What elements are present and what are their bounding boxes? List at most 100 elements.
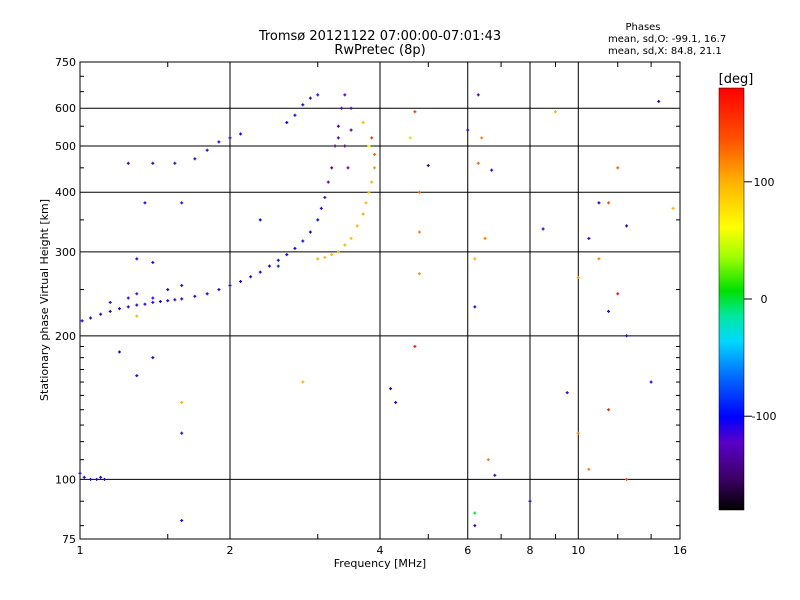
data-point — [528, 499, 532, 503]
data-point — [417, 272, 421, 276]
y-tick-label: 75 — [62, 533, 76, 546]
y-axis-label: Stationary phase Virtual Height [km] — [38, 199, 51, 401]
data-point — [607, 408, 611, 412]
data-point — [193, 294, 197, 298]
data-point — [103, 477, 107, 481]
data-point — [417, 230, 421, 234]
phases-o-stats: mean, sd,O: -99.1, 16.7 — [608, 34, 726, 45]
chart-title: Tromsø 20121122 07:00:00-07:01:43 — [258, 29, 501, 44]
data-point — [361, 212, 365, 216]
data-point — [408, 136, 412, 140]
data-point — [349, 128, 353, 132]
data-point — [316, 257, 320, 261]
data-point — [99, 312, 103, 316]
data-point — [587, 236, 591, 240]
data-point — [301, 380, 305, 384]
grid-lines — [80, 62, 680, 539]
data-point — [166, 299, 170, 303]
data-point — [228, 283, 232, 287]
data-point — [151, 161, 155, 165]
data-point — [466, 128, 470, 132]
data-point — [267, 264, 271, 268]
data-point — [258, 218, 262, 222]
data-point — [336, 136, 340, 140]
data-point — [319, 206, 323, 210]
data-point — [239, 132, 243, 136]
data-point — [576, 431, 580, 435]
data-point — [293, 246, 297, 250]
data-point — [108, 309, 112, 313]
colorbar-gradient — [718, 87, 745, 511]
data-point — [126, 296, 130, 300]
data-point — [476, 93, 480, 97]
y-tick-label: 750 — [55, 56, 76, 69]
phases-x-stats: mean, sd,X: 84.8, 21.1 — [608, 46, 722, 57]
data-point — [486, 458, 490, 462]
data-point — [108, 300, 112, 304]
data-point — [370, 180, 374, 184]
data-point — [95, 477, 99, 481]
data-point — [89, 316, 93, 320]
data-point — [293, 113, 297, 117]
x-tick-label: 16 — [673, 544, 687, 557]
x-tick-label: 4 — [377, 544, 384, 557]
data-point — [166, 288, 170, 292]
colorbar-label: [deg] — [719, 72, 754, 87]
data-point — [143, 302, 147, 306]
data-point — [553, 110, 557, 114]
data-point — [173, 298, 177, 302]
data-point — [343, 144, 347, 148]
data-point — [330, 253, 334, 257]
data-point — [417, 190, 421, 194]
data-point — [217, 140, 221, 144]
data-point — [301, 239, 305, 243]
data-point — [413, 344, 417, 348]
colorbar: [deg] 100 0 -100 — [718, 72, 776, 511]
data-point — [355, 224, 359, 228]
data-point — [657, 99, 661, 103]
data-points — [78, 93, 675, 528]
x-tick-labels: 1 2 4 6 8 10 16 — [77, 544, 688, 557]
data-point — [135, 314, 139, 318]
data-point — [336, 250, 340, 254]
y-tick-label: 200 — [55, 330, 76, 343]
data-point — [316, 93, 320, 97]
colorbar-tick-label: -100 — [752, 410, 777, 423]
data-point — [346, 166, 350, 170]
x-tick-label: 10 — [571, 544, 585, 557]
data-point — [625, 224, 629, 228]
data-point — [285, 121, 289, 125]
data-point — [323, 255, 327, 259]
data-point — [625, 477, 629, 481]
data-point — [323, 195, 327, 199]
data-point — [349, 236, 353, 240]
colorbar-ticks: 100 0 -100 — [744, 176, 776, 423]
data-point — [126, 161, 130, 165]
data-point — [336, 124, 340, 128]
data-point — [135, 374, 139, 378]
data-point — [126, 305, 130, 309]
y-tick-labels: 75 100 200 300 400 500 600 750 — [55, 56, 76, 546]
data-point — [413, 110, 417, 114]
data-point — [285, 253, 289, 257]
data-point — [326, 180, 330, 184]
plot-area — [78, 61, 681, 540]
data-point — [349, 106, 353, 110]
data-point — [249, 275, 253, 279]
x-axis-label: Frequency [MHz] — [334, 557, 426, 570]
data-point — [135, 303, 139, 307]
data-point — [78, 471, 82, 475]
data-point — [276, 258, 280, 262]
data-point — [258, 270, 262, 274]
data-point — [158, 300, 162, 304]
data-point — [180, 400, 184, 404]
data-point — [541, 227, 545, 231]
data-point — [476, 161, 480, 165]
data-point — [217, 288, 221, 292]
data-point — [587, 467, 591, 471]
data-point — [597, 257, 601, 261]
data-point — [389, 387, 393, 391]
data-point — [607, 309, 611, 313]
data-point — [473, 524, 477, 528]
data-point — [308, 230, 312, 234]
